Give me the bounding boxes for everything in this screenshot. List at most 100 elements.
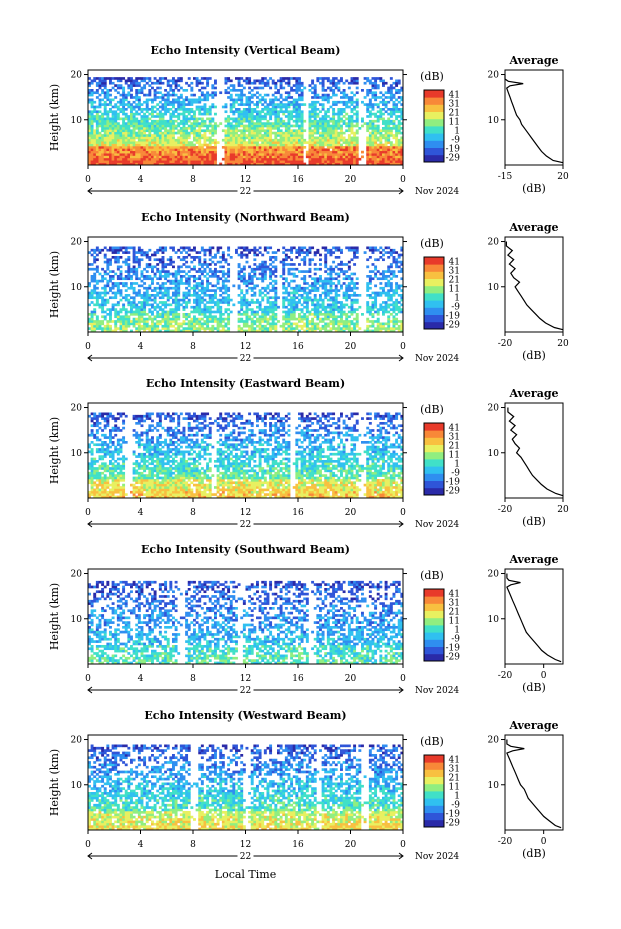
heatmap-cell — [164, 294, 168, 297]
heatmap-cell — [340, 100, 343, 104]
heatmap-cell — [345, 153, 349, 156]
heatmap-cell — [124, 320, 128, 323]
heatmap-cell — [198, 160, 202, 163]
heatmap-cell — [332, 112, 336, 116]
heatmap-cell — [111, 115, 115, 118]
heatmap-cell — [311, 100, 315, 104]
heatmap-cell — [256, 131, 259, 135]
heatmap-cell — [106, 260, 110, 264]
heatmap-cell — [193, 301, 196, 304]
heatmap-cell — [208, 162, 212, 166]
heatmap-cell — [400, 157, 404, 161]
heatmap-cell — [269, 308, 273, 311]
heatmap-cell — [127, 119, 131, 123]
heatmap-cell — [245, 119, 249, 123]
heatmap-cell — [279, 143, 283, 147]
heatmap-cell — [227, 160, 231, 163]
heatmap-cell — [250, 153, 254, 156]
heatmap-cell — [248, 127, 252, 130]
heatmap-cell — [127, 265, 131, 269]
heatmap-cell — [111, 284, 115, 288]
heatmap-cell — [379, 96, 383, 99]
heatmap-cell — [269, 324, 273, 328]
heatmap-cell — [245, 246, 249, 250]
heatmap-cell — [156, 86, 160, 90]
heatmap-cell — [389, 96, 393, 99]
heatmap-cell — [169, 127, 173, 130]
heatmap-cell — [124, 308, 128, 311]
heatmap-cell — [116, 136, 120, 140]
heatmap-cell — [203, 134, 207, 137]
heatmap-cell — [88, 263, 91, 266]
heatmap-cell — [298, 251, 301, 254]
heatmap-cell — [103, 143, 107, 147]
heatmap-cell — [361, 117, 364, 121]
heatmap-cell — [389, 86, 393, 90]
heatmap-cell — [387, 100, 391, 104]
heatmap-cell — [229, 108, 233, 111]
heatmap-cell — [135, 110, 139, 114]
heatmap-cell — [179, 148, 183, 152]
heatmap-cell — [227, 150, 231, 154]
heatmap-cell — [295, 91, 299, 95]
heatmap-cell — [130, 313, 133, 316]
heatmap-cell — [224, 286, 228, 290]
heatmap-cell — [232, 131, 236, 135]
heatmap-cell — [182, 141, 186, 144]
heatmap-cell — [190, 310, 194, 314]
heatmap-cell — [321, 129, 325, 133]
heatmap-cell — [95, 327, 99, 330]
heatmap-cell — [153, 258, 157, 262]
heatmap-cell — [258, 124, 262, 128]
heatmap-cell — [164, 127, 168, 130]
heatmap-cell — [245, 155, 249, 159]
heatmap-cell — [219, 122, 223, 125]
heatmap-cell — [290, 89, 294, 92]
heatmap-cell — [334, 155, 338, 159]
heatmap-cell — [355, 91, 359, 95]
heatmap-cell — [397, 162, 401, 166]
heatmap-cell — [148, 146, 152, 149]
heatmap-cell — [103, 100, 107, 104]
heatmap-cell — [287, 136, 291, 140]
heatmap-cell — [190, 108, 194, 111]
heatmap-cell — [137, 136, 141, 140]
heatmap-cell — [187, 279, 191, 283]
heatmap-cell — [172, 308, 175, 311]
heatmap-cell — [111, 291, 115, 295]
heatmap-cell — [287, 317, 291, 321]
heatmap-cell — [172, 260, 175, 264]
heatmap-cell — [98, 160, 102, 163]
heatmap-cell — [290, 286, 294, 290]
heatmap-cell — [290, 267, 294, 271]
heatmap-cell — [137, 310, 141, 314]
heatmap-cell — [253, 322, 257, 326]
heatmap-cell — [326, 124, 330, 128]
heatmap-cell — [211, 246, 215, 250]
heatmap-cell — [216, 260, 220, 264]
heatmap-cell — [148, 91, 152, 95]
heatmap-cell — [182, 313, 186, 316]
heatmap-cell — [88, 124, 91, 128]
heatmap-cell — [211, 162, 215, 166]
heatmap-cell — [203, 148, 207, 152]
heatmap-cell — [143, 77, 147, 80]
heatmap-cell — [298, 119, 301, 123]
heatmap-cell — [88, 98, 91, 102]
heatmap-cell — [345, 103, 349, 106]
heatmap-cell — [245, 146, 249, 149]
heatmap-cell — [172, 127, 175, 130]
heatmap-cell — [355, 136, 359, 140]
heatmap-cell — [308, 129, 312, 133]
heatmap-cell — [245, 96, 249, 99]
heatmap-cell — [135, 141, 139, 144]
heatmap-cell — [382, 157, 385, 161]
heatmap-cell — [158, 100, 162, 104]
heatmap-cell — [164, 327, 168, 330]
heatmap-cell — [313, 150, 317, 154]
heatmap-cell — [282, 134, 286, 137]
heatmap-cell — [156, 96, 160, 99]
heatmap-cell — [287, 282, 291, 285]
heatmap-cell — [284, 327, 288, 330]
heatmap-cell — [263, 122, 267, 125]
